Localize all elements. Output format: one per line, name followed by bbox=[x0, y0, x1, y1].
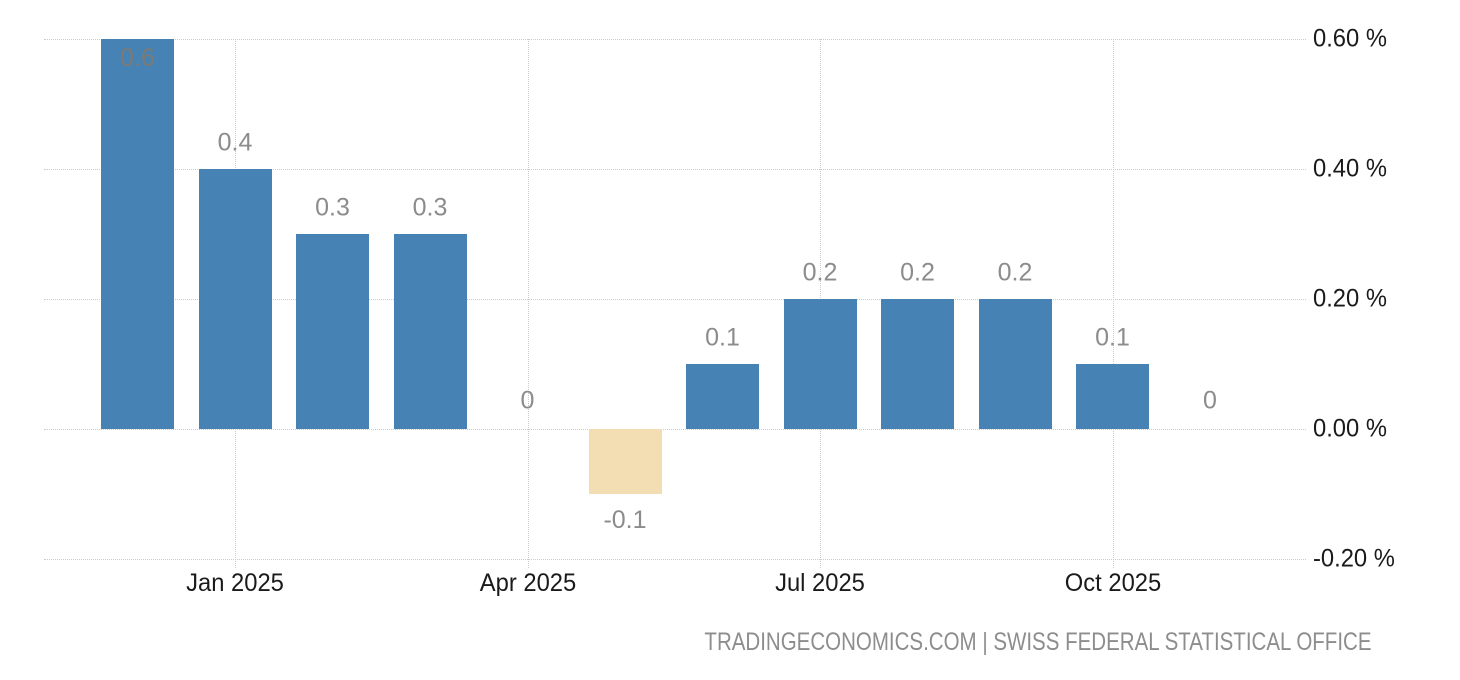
x-axis-tick-label: Jul 2025 bbox=[775, 569, 865, 597]
data-bar-positive[interactable] bbox=[881, 299, 954, 429]
data-bar-positive[interactable] bbox=[686, 364, 759, 429]
y-gridline bbox=[44, 299, 1306, 300]
y-axis-tick-label: 0.40 % bbox=[1313, 154, 1387, 183]
y-gridline bbox=[44, 39, 1306, 40]
bar-value-label: 0 bbox=[520, 386, 535, 415]
bar-value-label: 0.2 bbox=[997, 258, 1033, 287]
data-bar-positive[interactable] bbox=[393, 234, 467, 429]
data-bar-positive[interactable] bbox=[101, 39, 174, 429]
bar-value-label: 0 bbox=[1203, 386, 1217, 415]
y-gridline bbox=[44, 559, 1306, 560]
bar-value-label: 0.3 bbox=[315, 193, 350, 222]
bar-value-label: 0.2 bbox=[900, 258, 935, 287]
y-gridline bbox=[44, 169, 1306, 170]
y-gridline bbox=[44, 429, 1306, 430]
data-bar-positive[interactable] bbox=[783, 299, 857, 429]
data-bar-negative[interactable] bbox=[588, 429, 662, 494]
bar-value-label: 0.2 bbox=[802, 258, 838, 287]
y-axis-tick-label: 0.00 % bbox=[1313, 414, 1387, 443]
y-axis-tick-label: 0.60 % bbox=[1313, 24, 1387, 53]
data-bar-positive[interactable] bbox=[1076, 364, 1149, 429]
bar-value-label: 0.1 bbox=[705, 323, 740, 352]
x-gridline bbox=[1112, 39, 1114, 568]
x-axis-tick-label: Jan 2025 bbox=[186, 569, 284, 597]
attribution-text: TRADINGECONOMICS.COM | SWISS FEDERAL STA… bbox=[704, 628, 1372, 656]
bar-value-label: 0.3 bbox=[412, 193, 448, 222]
y-axis-tick-label: -0.20 % bbox=[1313, 544, 1395, 573]
data-bar-positive[interactable] bbox=[198, 169, 272, 429]
y-axis-tick-label: 0.20 % bbox=[1313, 284, 1387, 313]
x-axis-tick-label: Apr 2025 bbox=[479, 569, 576, 597]
data-bar-positive[interactable] bbox=[978, 299, 1052, 429]
bar-value-label: -0.1 bbox=[603, 506, 647, 534]
bar-value-label: 0.4 bbox=[217, 128, 253, 157]
bar-value-label: 0.6 bbox=[120, 44, 155, 72]
x-axis-tick-label: Oct 2025 bbox=[1064, 569, 1161, 597]
bar-value-label: 0.1 bbox=[1095, 323, 1130, 352]
data-bar-positive[interactable] bbox=[296, 234, 369, 429]
x-gridline bbox=[527, 39, 529, 568]
